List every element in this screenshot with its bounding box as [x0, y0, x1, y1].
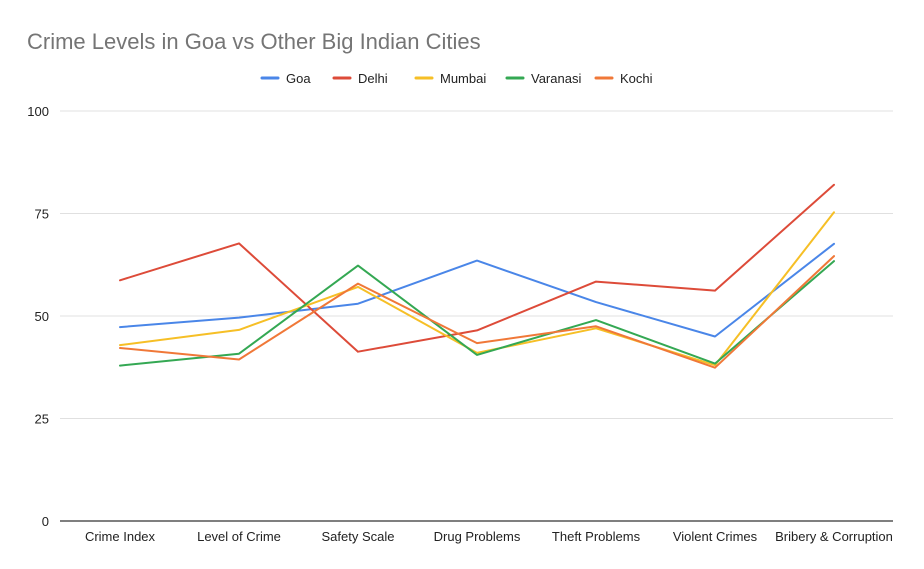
legend-label: Mumbai: [440, 71, 486, 86]
legend-label: Varanasi: [531, 71, 581, 86]
legend: Goa Delhi Mumbai Varanasi Kochi: [260, 71, 653, 86]
x-tick-label: Violent Crimes: [673, 529, 758, 544]
series-line-varanasi: [119, 260, 835, 367]
x-tick-label: Level of Crime: [197, 529, 281, 544]
x-tick-label: Crime Index: [85, 529, 156, 544]
legend-label: Kochi: [620, 71, 653, 86]
x-tick-label: Drug Problems: [434, 529, 521, 544]
y-tick-label: 0: [42, 514, 49, 529]
gridlines: [60, 110, 893, 419]
series-line-goa: [119, 242, 835, 338]
x-tick-label: Theft Problems: [552, 529, 641, 544]
y-tick-label: 25: [35, 412, 49, 427]
x-tick-label: Safety Scale: [322, 529, 395, 544]
y-axis-ticks: 0 25 50 75 100: [27, 104, 49, 529]
series-lines: [119, 183, 835, 369]
y-tick-label: 100: [27, 104, 49, 119]
chart-title: Crime Levels in Goa vs Other Big Indian …: [27, 29, 481, 54]
y-tick-label: 75: [35, 207, 49, 222]
series-line-mumbai: [119, 211, 835, 367]
legend-label: Delhi: [358, 71, 388, 86]
series-line-kochi: [119, 255, 835, 369]
x-axis-ticks: Crime Index Level of Crime Safety Scale Dru…: [85, 529, 893, 544]
x-tick-label: Bribery & Corruption: [775, 529, 893, 544]
legend-label: Goa: [286, 71, 311, 86]
y-tick-label: 50: [35, 309, 49, 324]
series-line-delhi: [119, 183, 835, 353]
